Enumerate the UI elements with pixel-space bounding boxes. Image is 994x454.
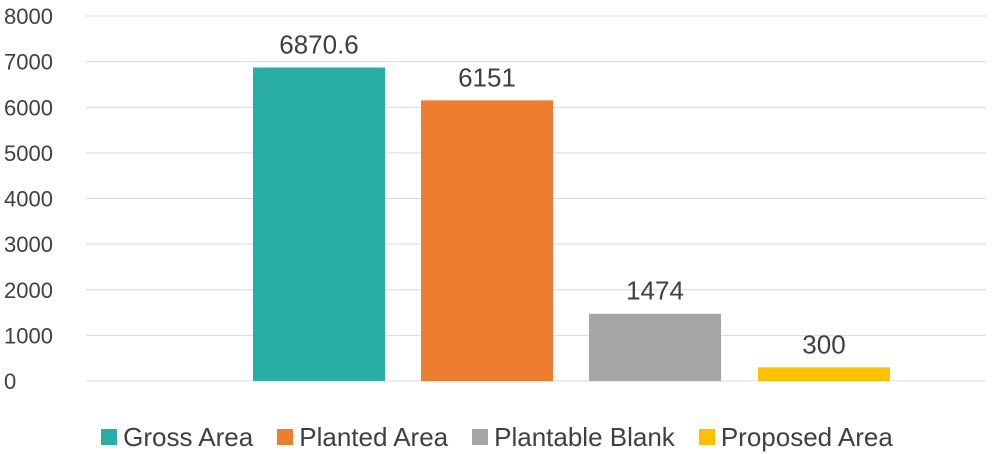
data-label: 6870.6	[279, 30, 359, 60]
legend-item: Proposed Area	[698, 421, 893, 453]
data-label: 300	[802, 329, 845, 359]
legend-label: Proposed Area	[720, 421, 893, 452]
data-label: 1474	[626, 276, 684, 306]
legend-swatch	[472, 429, 489, 445]
legend-swatch	[277, 429, 294, 445]
bar-proposed-area	[758, 367, 890, 381]
legend-item: Gross Area	[101, 422, 253, 453]
bar-planted-area	[421, 100, 553, 381]
bars	[253, 67, 890, 382]
legend-label: Plantable Blank	[494, 421, 675, 452]
bar-chart: 0 1000 2000 3000 4000 5000 6000 7000 8000 6870.6…	[4, 4, 986, 394]
y-tick-label: 0	[4, 369, 16, 394]
y-tick-label: 5000	[4, 141, 53, 166]
legend-swatch	[698, 429, 715, 445]
bar-gross-area	[253, 67, 385, 382]
y-tick-label: 7000	[4, 50, 53, 75]
y-axis-ticks: 0 1000 2000 3000 4000 5000 6000 7000 8000	[4, 4, 53, 394]
y-tick-label: 4000	[4, 187, 53, 212]
y-tick-label: 2000	[4, 278, 53, 303]
legend-label: Planted Area	[299, 421, 449, 452]
bar-plantable-blank	[589, 313, 721, 381]
y-tick-label: 3000	[4, 232, 53, 257]
legend: Gross Area Planted Area Plantable Blank Pro…	[0, 420, 994, 454]
y-tick-label: 6000	[4, 95, 53, 120]
data-labels: 6870.6 6151 1474 300	[279, 30, 845, 360]
legend-swatch	[101, 429, 118, 445]
data-label: 6151	[458, 62, 516, 92]
legend-label: Gross Area	[123, 421, 254, 452]
legend-item: Planted Area	[277, 422, 448, 453]
legend-item: Plantable Blank	[472, 422, 675, 453]
y-tick-label: 8000	[4, 4, 53, 29]
y-tick-label: 1000	[4, 323, 53, 348]
